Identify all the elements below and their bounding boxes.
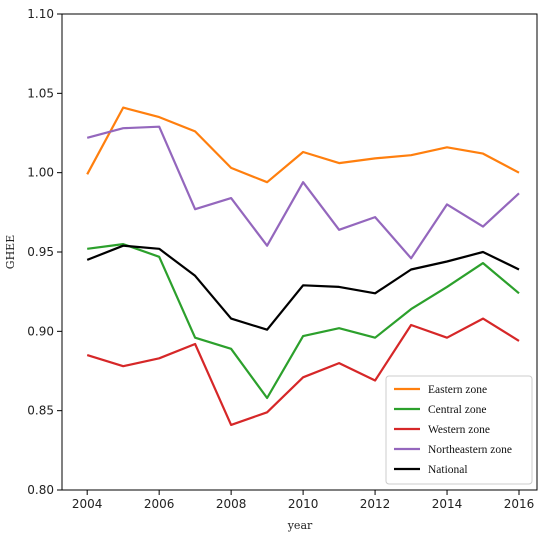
series-line-western-zone [86,317,520,426]
series-line-eastern-zone [86,106,520,184]
y-tick-label: 0.95 [27,245,54,259]
y-tick-label: 0.90 [27,324,54,338]
legend-label-national: National [428,464,468,476]
x-axis-ticks: 2004 2006 2008 2010 2012 2014 2016 [72,490,534,511]
x-tick-label: 2008 [216,497,247,511]
y-axis-title: GHEE [4,235,17,269]
series-lines [86,106,520,426]
y-axis-ticks: 0.80 0.85 0.90 0.95 1.00 1.05 1.10 [27,7,62,497]
legend-label-northeastern-zone: Northeastern zone [428,444,512,456]
legend-box [385,375,533,485]
x-tick-label: 2014 [432,497,463,511]
legend: Eastern zone Central zone Western zone Nort… [385,375,533,485]
x-tick-label: 2004 [72,497,103,511]
y-tick-label: 0.80 [27,483,54,497]
y-tick-label: 1.10 [27,7,54,21]
y-tick-label: 1.00 [27,166,54,180]
series-line-central-zone [87,243,520,400]
x-tick-label: 2012 [360,497,391,511]
x-tick-label: 2016 [504,497,535,511]
y-tick-label: 0.85 [27,404,54,418]
x-tick-label: 2010 [288,497,319,511]
legend-label-western-zone: Western zone [428,424,490,436]
x-axis-title: year [287,519,313,532]
y-tick-label: 1.05 [27,86,54,100]
legend-label-eastern-zone: Eastern zone [428,384,487,396]
x-tick-label: 2006 [144,497,175,511]
series-line-northeastern-zone [86,125,520,260]
series-line-national [86,244,520,331]
legend-label-central-zone: Central zone [428,404,486,416]
